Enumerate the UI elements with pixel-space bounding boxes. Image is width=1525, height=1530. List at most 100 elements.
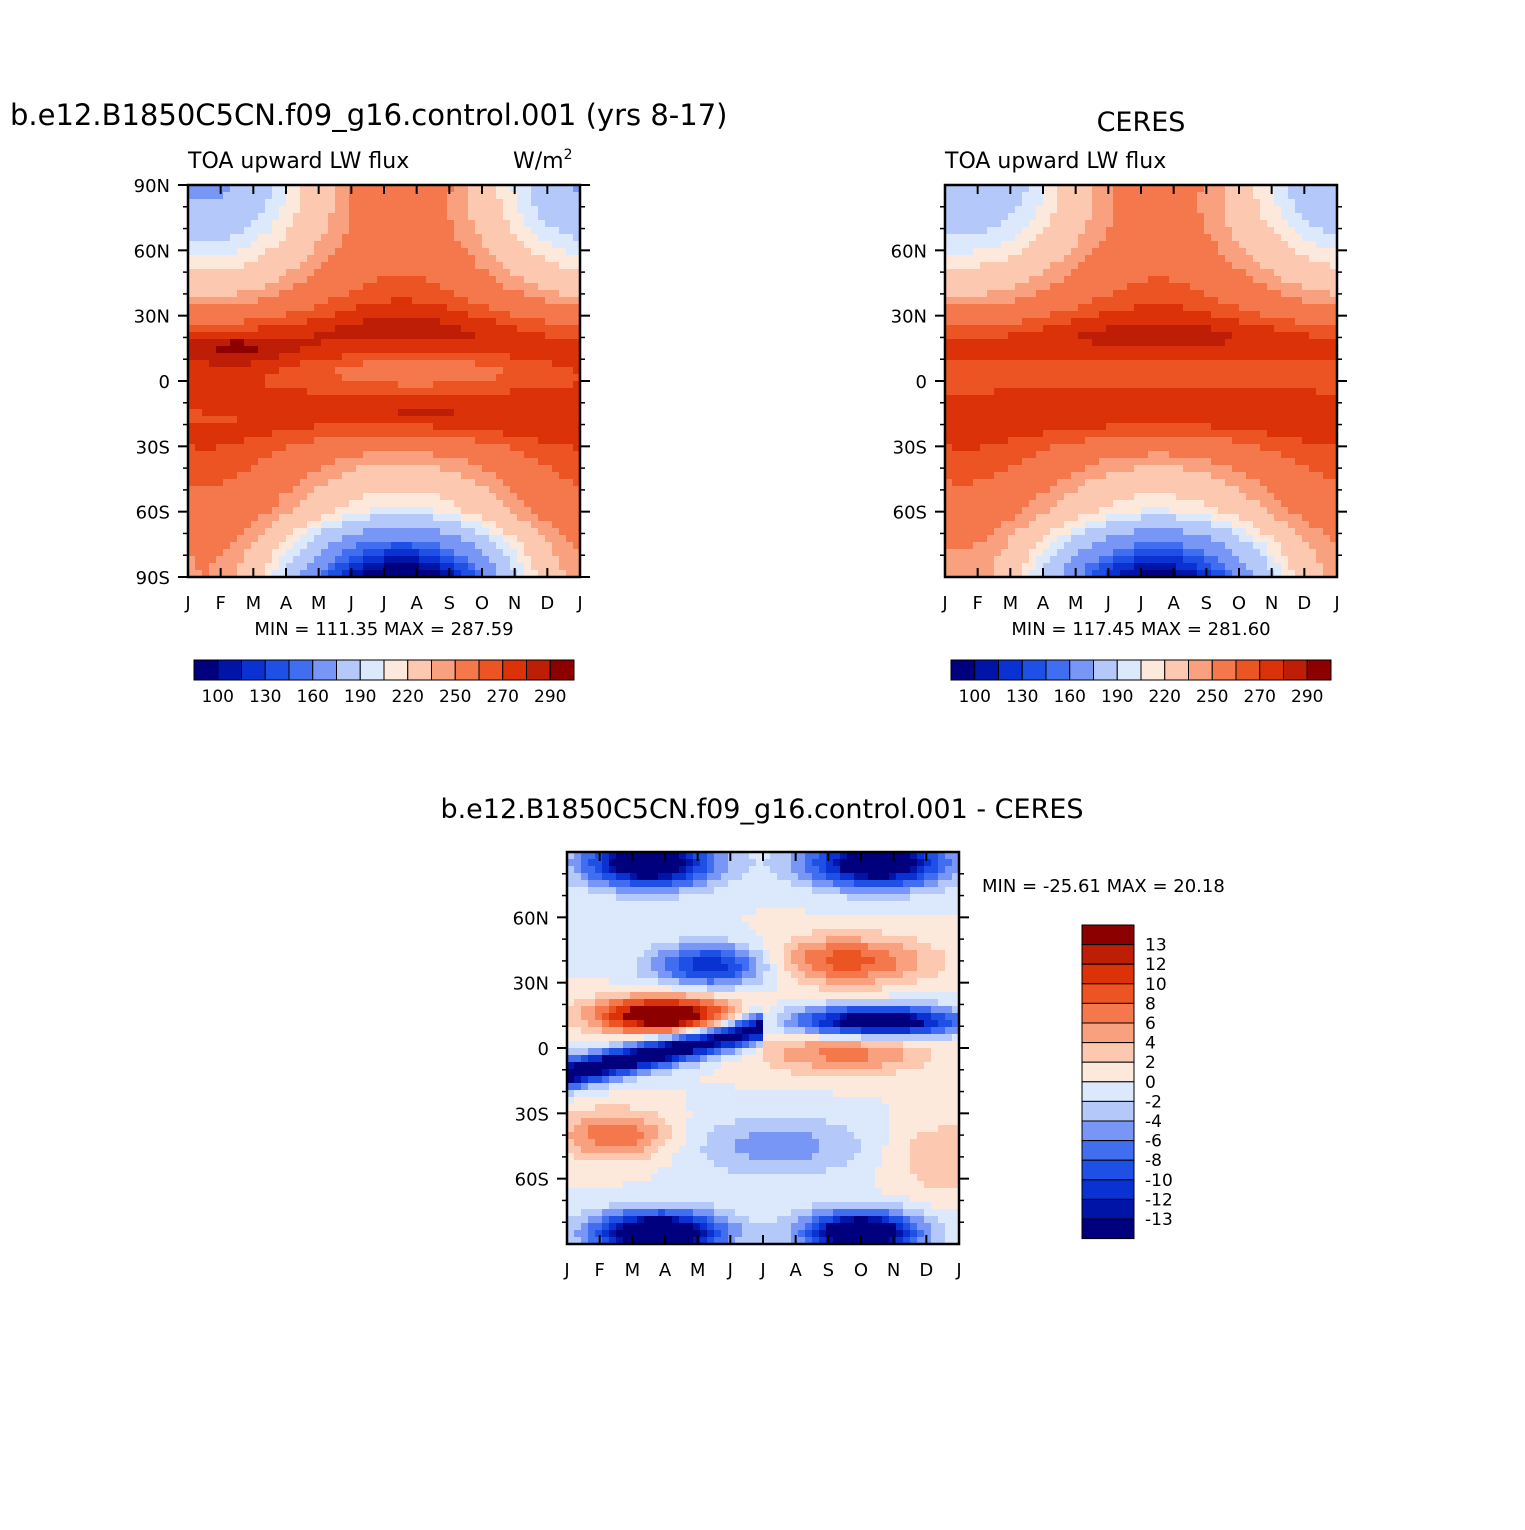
field-cell (538, 409, 546, 417)
field-cell (363, 416, 371, 424)
field-cell (454, 514, 462, 522)
field-cell (1120, 521, 1128, 529)
field-cell (244, 444, 252, 452)
field-cell (405, 423, 413, 431)
field-cell (244, 423, 252, 431)
field-cell (524, 465, 532, 473)
field-cell (244, 493, 252, 501)
field-cell (559, 234, 567, 242)
field-cell (426, 458, 434, 466)
field-cell (251, 220, 259, 228)
field-cell (244, 199, 252, 207)
field-cell (959, 409, 967, 417)
field-cell (279, 402, 287, 410)
field-cell (1057, 549, 1065, 557)
field-cell (531, 514, 539, 522)
field-cell (293, 395, 301, 403)
field-cell (286, 451, 294, 459)
field-cell (314, 332, 322, 340)
field-cell (321, 388, 329, 396)
field-cell (1015, 493, 1023, 501)
field-cell (1127, 381, 1135, 389)
field-cell (1148, 276, 1156, 284)
field-cell (426, 430, 434, 438)
field-cell (370, 479, 378, 487)
field-cell (272, 388, 280, 396)
field-cell (426, 276, 434, 284)
field-cell (251, 514, 259, 522)
field-cell (258, 381, 266, 389)
field-cell (1134, 297, 1142, 305)
field-cell (1022, 493, 1030, 501)
field-cell (363, 535, 371, 543)
field-cell (952, 500, 960, 508)
field-cell (517, 528, 525, 536)
field-cell (384, 332, 392, 340)
field-cell (251, 297, 259, 305)
field-cell (1015, 262, 1023, 270)
field-cell (1092, 339, 1100, 347)
field-cell (1057, 234, 1065, 242)
field-cell (461, 290, 469, 298)
field-cell (412, 549, 420, 557)
field-cell (244, 353, 252, 361)
field-cell (461, 465, 469, 473)
field-cell (1071, 248, 1079, 256)
field-cell (538, 269, 546, 277)
field-cell (230, 262, 238, 270)
field-cell (377, 521, 385, 529)
field-cell (272, 318, 280, 326)
field-cell (405, 528, 413, 536)
field-cell (468, 444, 476, 452)
field-cell (959, 220, 967, 228)
field-cell (980, 353, 988, 361)
field-cell (468, 521, 476, 529)
field-cell (223, 423, 231, 431)
field-cell (489, 339, 497, 347)
field-cell (230, 339, 238, 347)
field-cell (1085, 521, 1093, 529)
field-cell (1148, 353, 1156, 361)
field-cell (1029, 395, 1037, 403)
field-cell (195, 227, 203, 235)
field-cell (1071, 311, 1079, 319)
field-cell (510, 353, 518, 361)
field-cell (356, 234, 364, 242)
field-cell (440, 325, 448, 333)
field-cell (503, 402, 511, 410)
field-cell (1057, 374, 1065, 382)
field-cell (244, 535, 252, 543)
field-cell (440, 423, 448, 431)
field-cell (959, 563, 967, 571)
field-cell (496, 479, 504, 487)
panel-obs-subtitle: TOA upward LW flux (944, 149, 1166, 174)
field-cell (314, 283, 322, 291)
field-cell (559, 507, 567, 515)
field-cell (1141, 423, 1149, 431)
field-cell (1155, 556, 1163, 564)
field-cell (405, 507, 413, 515)
field-cell (1162, 206, 1170, 214)
field-cell (987, 423, 995, 431)
field-cell (524, 241, 532, 249)
field-cell (496, 248, 504, 256)
field-cell (482, 381, 490, 389)
field-cell (538, 304, 546, 312)
field-cell (1092, 563, 1100, 571)
field-cell (251, 269, 259, 277)
field-cell (244, 507, 252, 515)
field-cell (209, 360, 217, 368)
field-cell (524, 318, 532, 326)
field-cell (994, 444, 1002, 452)
field-cell (1127, 241, 1135, 249)
field-cell (1029, 549, 1037, 557)
field-cell (1036, 213, 1044, 221)
field-cell (349, 430, 357, 438)
field-cell (538, 353, 546, 361)
field-cell (1078, 332, 1086, 340)
field-cell (980, 556, 988, 564)
field-cell (251, 535, 259, 543)
field-cell (1043, 472, 1051, 480)
field-cell (1113, 276, 1121, 284)
field-cell (496, 416, 504, 424)
